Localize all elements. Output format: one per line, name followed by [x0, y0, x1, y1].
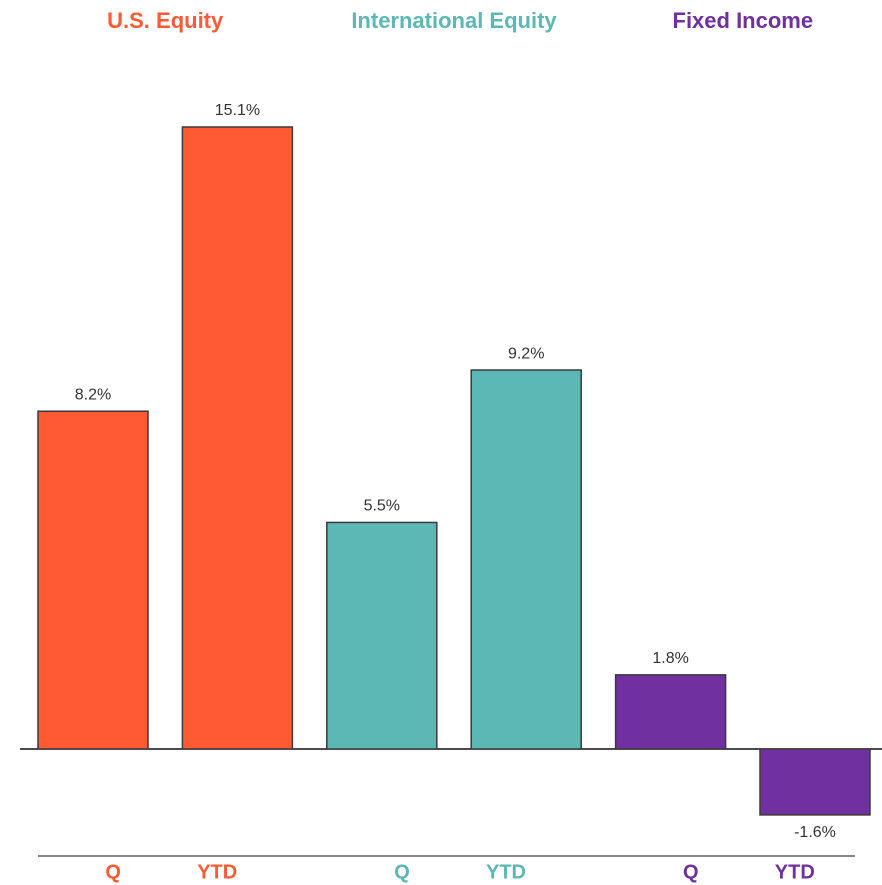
category-label: YTD	[197, 861, 237, 883]
bar	[181, 126, 294, 750]
value-label: -1.6%	[794, 824, 836, 841]
category-label: YTD	[775, 861, 815, 883]
value-label: 9.2%	[508, 345, 544, 362]
group-header: International Equity	[351, 8, 557, 33]
value-label: 8.2%	[75, 386, 111, 403]
bar	[37, 410, 149, 750]
value-label: 1.8%	[652, 650, 688, 667]
bar	[614, 674, 727, 750]
value-label: 15.1%	[215, 102, 260, 119]
bar	[470, 369, 582, 750]
category-label: YTD	[486, 861, 526, 883]
value-label: 5.5%	[364, 498, 400, 515]
bar	[759, 748, 871, 816]
category-label: Q	[683, 861, 699, 883]
group-header: Fixed Income	[673, 8, 814, 33]
category-label: Q	[105, 861, 121, 883]
bar	[326, 521, 438, 750]
category-label: Q	[394, 861, 410, 883]
group-header: U.S. Equity	[107, 8, 224, 33]
